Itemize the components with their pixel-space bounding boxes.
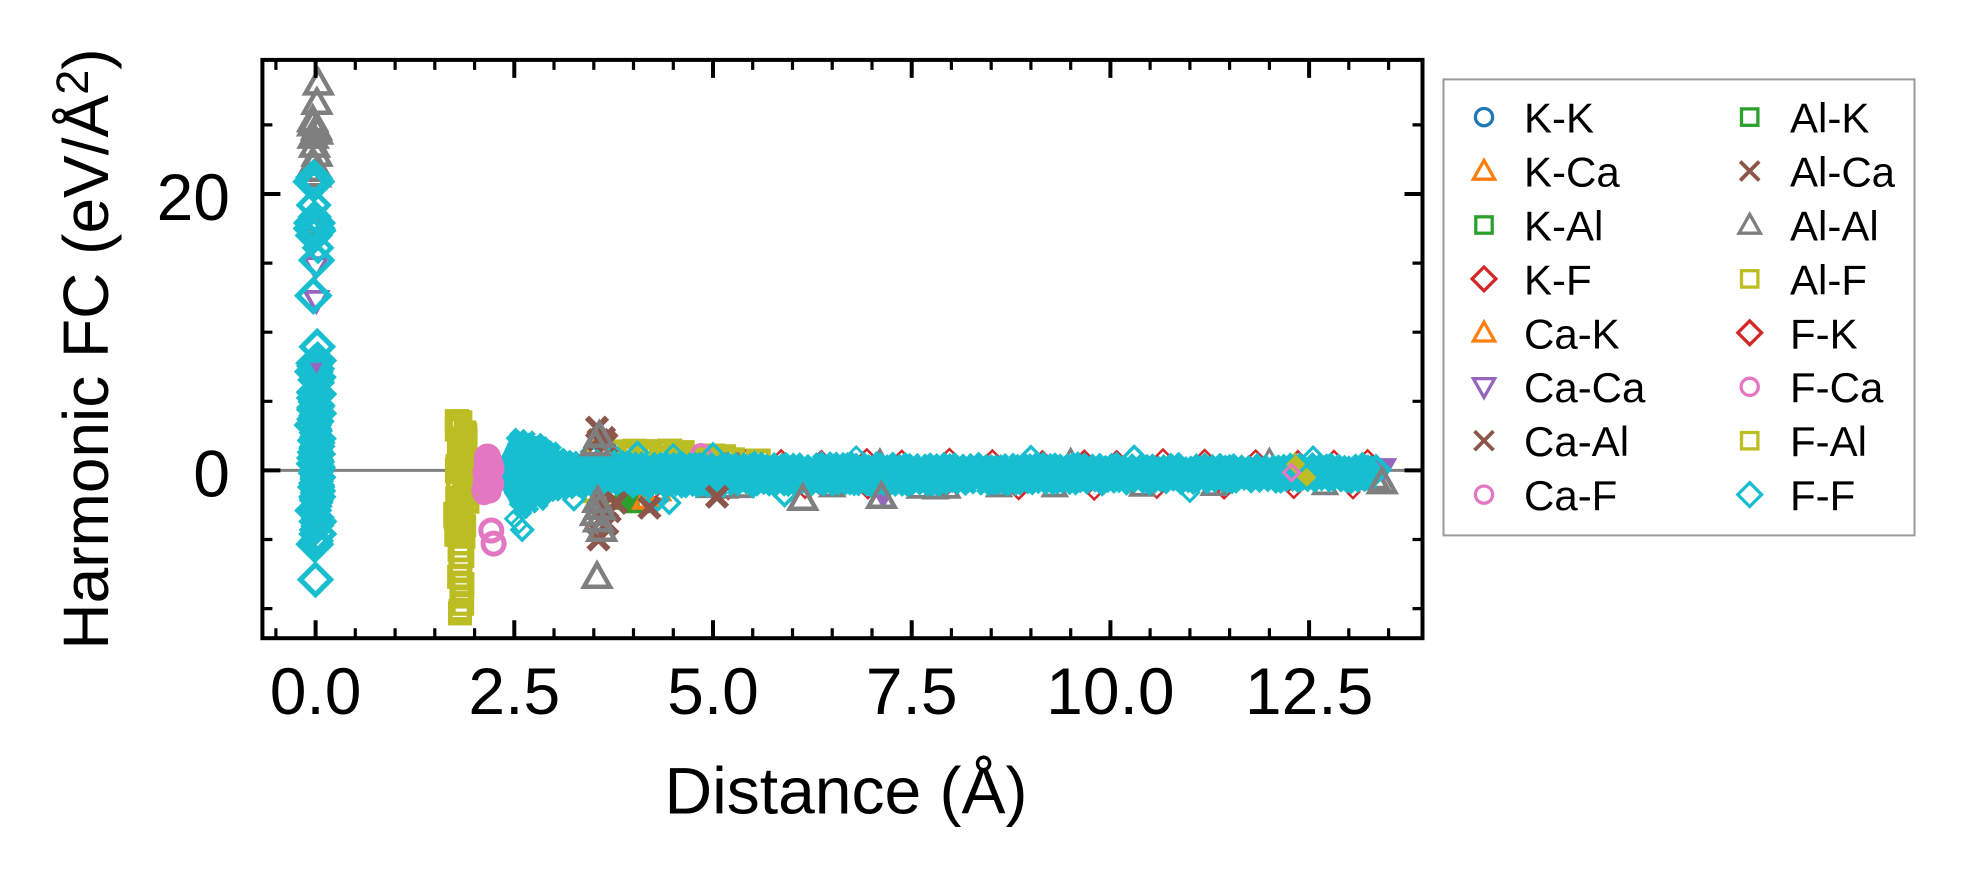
svg-text:K-F: K-F bbox=[1524, 256, 1592, 303]
svg-text:Ca-F: Ca-F bbox=[1524, 472, 1617, 519]
svg-text:Al-F: Al-F bbox=[1790, 256, 1867, 303]
svg-text:F-K: F-K bbox=[1790, 310, 1858, 357]
svg-text:Al-Ca: Al-Ca bbox=[1790, 149, 1896, 196]
svg-text:K-Ca: K-Ca bbox=[1524, 149, 1620, 196]
svg-text:K-K: K-K bbox=[1524, 95, 1594, 142]
svg-text:0: 0 bbox=[193, 436, 230, 510]
svg-text:7.5: 7.5 bbox=[866, 654, 958, 728]
svg-text:10.0: 10.0 bbox=[1046, 654, 1174, 728]
svg-text:F-Ca: F-Ca bbox=[1790, 364, 1884, 411]
svg-text:K-Al: K-Al bbox=[1524, 203, 1603, 250]
svg-text:Ca-Ca: Ca-Ca bbox=[1524, 364, 1646, 411]
svg-text:Distance (Å): Distance (Å) bbox=[664, 754, 1027, 828]
svg-text:20: 20 bbox=[157, 160, 230, 234]
svg-text:F-Al: F-Al bbox=[1790, 418, 1867, 465]
svg-text:0.0: 0.0 bbox=[270, 654, 362, 728]
svg-text:Al-K: Al-K bbox=[1790, 95, 1869, 142]
svg-text:Ca-K: Ca-K bbox=[1524, 310, 1620, 357]
svg-text:5.0: 5.0 bbox=[667, 654, 759, 728]
svg-text:Ca-Al: Ca-Al bbox=[1524, 418, 1629, 465]
svg-text:2.5: 2.5 bbox=[468, 654, 560, 728]
svg-text:F-F: F-F bbox=[1790, 472, 1855, 519]
svg-text:Harmonic FC (eV/Å2): Harmonic FC (eV/Å2) bbox=[47, 48, 122, 649]
svg-text:12.5: 12.5 bbox=[1245, 654, 1373, 728]
svg-text:Al-Al: Al-Al bbox=[1790, 203, 1879, 250]
